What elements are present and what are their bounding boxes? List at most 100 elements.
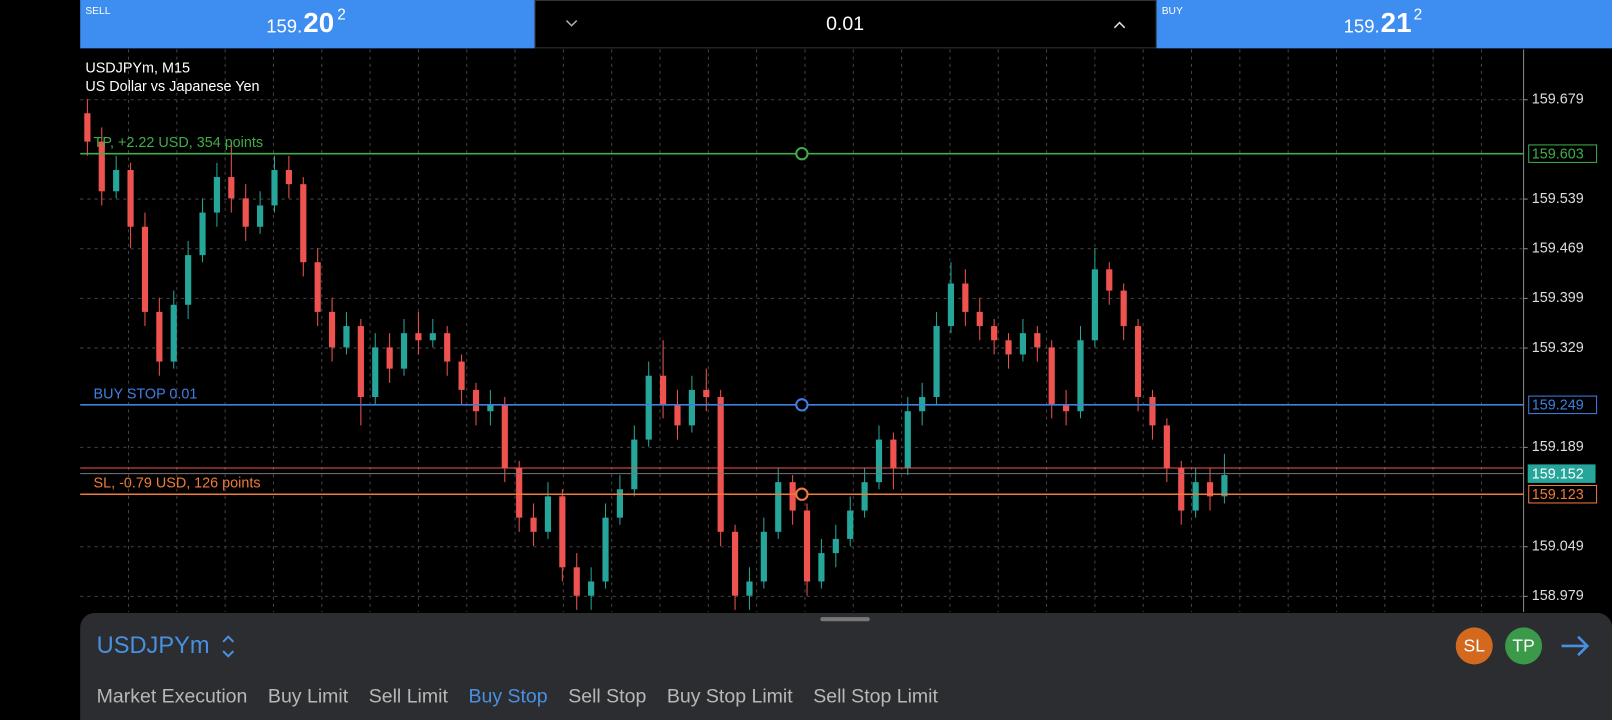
- level-price-box: [1528, 395, 1598, 415]
- symbol[interactable]: USDJPYm: [97, 633, 210, 659]
- sell-price-big: 20: [303, 7, 334, 38]
- level-label: BUY STOP 0.01: [94, 386, 198, 402]
- candle-body: [516, 467, 523, 518]
- candle-body: [688, 389, 695, 426]
- candle-body: [703, 389, 710, 398]
- candle-body: [717, 397, 724, 532]
- volume-up[interactable]: [1113, 21, 1126, 29]
- candle-body: [573, 567, 580, 596]
- candle-body: [343, 326, 350, 348]
- order-panel: [80, 613, 1612, 720]
- candle-body: [1034, 333, 1041, 348]
- candle-body: [1120, 290, 1127, 327]
- sell-label: SELL: [85, 6, 110, 17]
- candle-body: [1063, 404, 1070, 412]
- candle-body: [84, 113, 91, 142]
- sl-label: SL: [1464, 636, 1486, 656]
- sell-price-sup: 2: [337, 7, 346, 24]
- sl-button[interactable]: [1455, 627, 1493, 665]
- order-type-tab[interactable]: Buy Stop Limit: [667, 686, 793, 708]
- y-tick-label: 159.049: [1532, 539, 1584, 555]
- tp-button[interactable]: [1505, 627, 1543, 665]
- candle-body: [674, 404, 681, 426]
- candle-body: [616, 489, 624, 518]
- candle-body: [991, 326, 998, 341]
- level-price-box: [1528, 144, 1598, 163]
- candle-body: [98, 141, 105, 192]
- candle-body: [645, 375, 652, 440]
- candle-body: [760, 531, 767, 582]
- volume: 0.01: [826, 13, 864, 35]
- level-label: TP, +2.22 USD, 354 points: [94, 135, 264, 151]
- level-label: SL, -0.79 USD, 126 points: [94, 476, 261, 492]
- candle-body: [1149, 397, 1156, 426]
- bid-label: 159.152: [1532, 466, 1584, 482]
- order-type-tab[interactable]: Market Execution: [97, 686, 248, 708]
- order-type-tab[interactable]: Sell Stop Limit: [813, 686, 938, 708]
- candle-body: [328, 311, 336, 348]
- candle-body: [544, 496, 552, 532]
- next-arrow[interactable]: [1561, 635, 1590, 657]
- order-type-tab[interactable]: Buy Limit: [268, 686, 349, 708]
- candle-body: [890, 439, 897, 468]
- candle-body: [458, 361, 465, 390]
- candle-body: [1221, 475, 1228, 497]
- chart-subtitle: US Dollar vs Japanese Yen: [85, 79, 259, 95]
- level-handle[interactable]: [795, 146, 809, 161]
- candle-body: [1178, 467, 1185, 511]
- chart-title: USDJPYm, M15: [85, 61, 190, 77]
- candle-body: [904, 411, 911, 468]
- candle-body: [947, 283, 955, 327]
- candle-body: [588, 581, 595, 596]
- drag-handle[interactable]: [820, 617, 870, 622]
- candle-body: [1048, 347, 1055, 405]
- candle-body: [314, 262, 321, 312]
- candle-body: [746, 581, 753, 596]
- candle-body: [1206, 482, 1214, 497]
- level-price: 159.249: [1532, 398, 1584, 414]
- candle-body: [228, 177, 235, 199]
- level-handle[interactable]: [795, 398, 809, 412]
- candle-body: [429, 333, 436, 341]
- buy-price-sup: 2: [1414, 7, 1423, 24]
- candle-body: [861, 482, 868, 511]
- candle-body: [731, 531, 739, 596]
- candle-body: [472, 389, 480, 412]
- candle-body: [444, 333, 451, 362]
- candle-body: [1134, 326, 1142, 398]
- level-price: 159.123: [1532, 487, 1584, 503]
- candle-body: [415, 333, 422, 341]
- candle-body: [1019, 333, 1027, 355]
- candle-body: [559, 496, 566, 568]
- candle-body: [185, 255, 192, 305]
- order-type-tab[interactable]: Buy Stop: [468, 686, 547, 708]
- candle-body: [847, 510, 854, 539]
- y-tick-label: 159.469: [1532, 241, 1584, 257]
- level-price-box: [1528, 484, 1598, 504]
- candle-body: [141, 226, 149, 312]
- y-tick-label: 159.329: [1532, 340, 1584, 356]
- volume-down[interactable]: [565, 20, 578, 27]
- level-price: 159.603: [1532, 146, 1584, 162]
- y-tick-label: 159.679: [1532, 92, 1584, 108]
- symbol-switch[interactable]: [222, 635, 235, 658]
- candle-body: [1091, 269, 1098, 341]
- candle-body: [501, 404, 508, 468]
- candle-body: [933, 326, 940, 398]
- sell-button[interactable]: [80, 0, 535, 49]
- candle-body: [156, 311, 163, 362]
- level-handle[interactable]: [795, 487, 809, 501]
- candle-body: [530, 517, 537, 532]
- buy-button[interactable]: [1156, 0, 1612, 49]
- candle-body: [803, 510, 811, 582]
- candle-body: [170, 304, 177, 362]
- y-tick-label: 159.539: [1532, 191, 1584, 207]
- buy-price: 159.: [1344, 16, 1380, 37]
- candle-body: [818, 553, 825, 582]
- candle-body: [1106, 269, 1113, 291]
- order-type-tab[interactable]: Sell Stop: [568, 686, 646, 708]
- order-type-tab[interactable]: Sell Limit: [369, 686, 449, 708]
- buy-price-big: 21: [1381, 7, 1412, 38]
